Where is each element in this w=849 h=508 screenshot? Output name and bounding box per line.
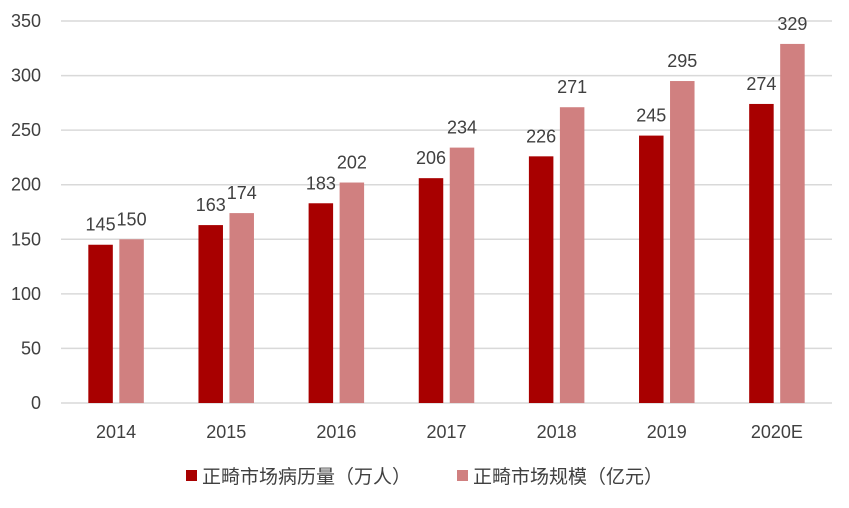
data-label: 206: [416, 148, 446, 168]
x-tick-label: 2018: [537, 422, 577, 442]
y-tick-label: 200: [11, 175, 41, 195]
data-label: 295: [667, 51, 697, 71]
y-tick-label: 250: [11, 120, 41, 140]
bar: [119, 239, 144, 403]
bar: [449, 147, 475, 403]
data-label: 163: [196, 195, 226, 215]
x-tick-label: 2019: [647, 422, 687, 442]
y-tick-label: 100: [11, 284, 41, 304]
y-axis-ticks: 0 50 100 150 200 250 300 350: [11, 11, 41, 413]
data-label: 150: [117, 209, 147, 229]
data-label: 271: [557, 77, 587, 97]
x-tick-label: 2016: [316, 422, 356, 442]
data-label: 226: [526, 126, 556, 146]
legend-swatch-light-red: [457, 470, 468, 481]
bar: [749, 103, 774, 403]
x-tick-label: 2020E: [751, 422, 803, 442]
y-tick-label: 0: [31, 393, 41, 413]
bar: [308, 203, 334, 403]
legend: 正畸市场病历量（万人） 正畸市场规模（亿元）: [0, 462, 849, 489]
y-tick-label: 350: [11, 11, 41, 31]
data-label: 329: [777, 14, 807, 34]
bar: [418, 178, 444, 403]
y-tick-label: 50: [21, 338, 41, 358]
bar: [559, 107, 585, 404]
bar: [229, 213, 254, 403]
legend-label: 正畸市场规模（亿元）: [473, 466, 664, 488]
x-tick-label: 2014: [96, 422, 136, 442]
data-label: 274: [746, 74, 776, 94]
bar: [639, 135, 664, 403]
bar: [670, 81, 695, 404]
legend-item-market-size: 正畸市场规模（亿元）: [457, 462, 663, 489]
data-label: 145: [86, 215, 116, 235]
y-tick-label: 150: [11, 229, 41, 249]
data-label: 234: [447, 118, 477, 138]
bar: [528, 156, 554, 403]
legend-item-case-volume: 正畸市场病历量（万人）: [185, 462, 411, 489]
x-tick-label: 2015: [206, 422, 246, 442]
gridlines: [61, 20, 832, 404]
data-label: 174: [227, 183, 257, 203]
legend-label: 正畸市场病历量（万人）: [201, 466, 411, 488]
x-tick-label: 2017: [426, 422, 466, 442]
bar: [88, 244, 113, 403]
bar: [198, 225, 223, 403]
data-label: 183: [306, 173, 336, 193]
bar: [339, 182, 365, 403]
data-label: 202: [337, 153, 367, 173]
data-label: 245: [636, 106, 666, 126]
y-tick-label: 300: [11, 66, 41, 86]
x-axis-ticks: 2014 2015 2016 2017 2018 2019 2020E: [96, 422, 803, 442]
bar: [780, 43, 805, 404]
legend-swatch-dark-red: [185, 470, 197, 481]
bars: [88, 43, 805, 404]
